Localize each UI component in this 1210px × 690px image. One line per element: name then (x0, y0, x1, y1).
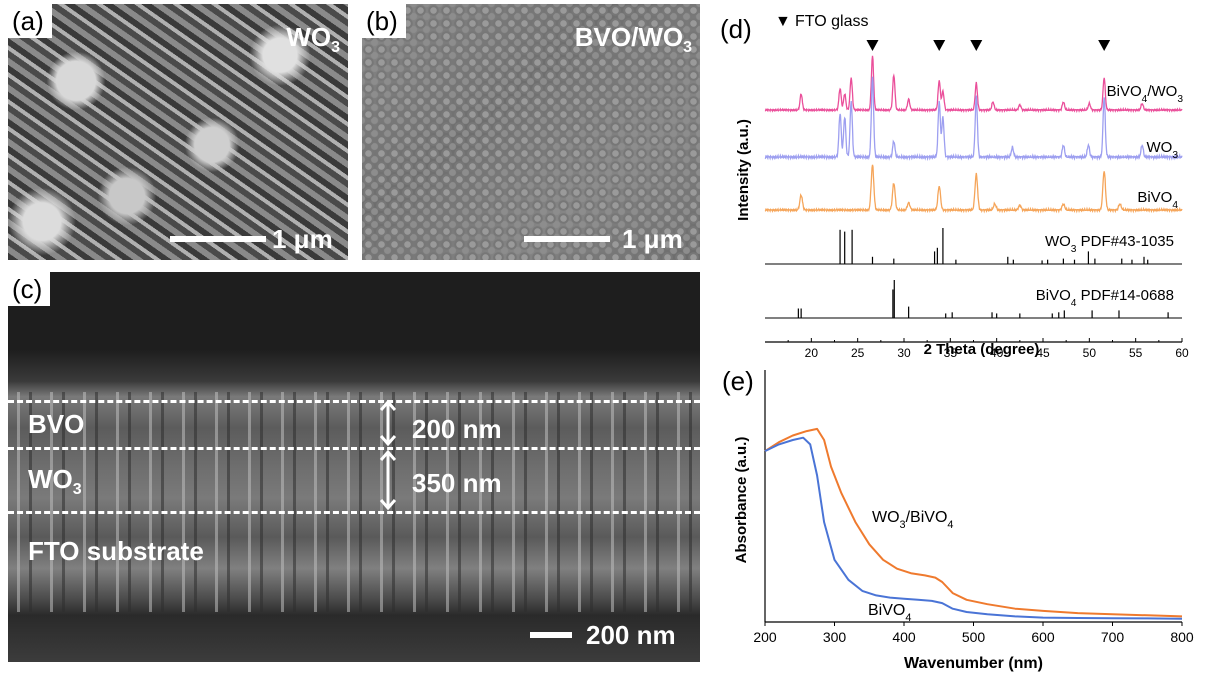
scale-bar (524, 236, 610, 242)
y-axis-label: Absorbance (a.u.) (733, 437, 750, 564)
series-label-wo3-part: WO (1147, 139, 1173, 156)
legend-text: FTO glass (795, 13, 869, 30)
panel-b-label: (b) (362, 4, 406, 38)
uv-vis-chart: 200 300 400 500 600 700 800WO3/BiVO4BiVO4Waven… (733, 370, 1194, 672)
scale-bar-label: 1 μm (622, 224, 683, 254)
legend-marker: ▼ (775, 13, 791, 30)
x-tick-label: 35 (944, 346, 958, 357)
series-label-bivo4-part: 4 (905, 612, 911, 624)
interface-line-top (8, 400, 700, 403)
series-label-wo3-bivo4-part: WO (872, 509, 900, 526)
x-tick-label: 600 (1031, 629, 1055, 645)
material-text: WO (286, 22, 332, 52)
x-tick-label: 60 (1175, 346, 1189, 357)
xrd-series-2 (764, 164, 1183, 214)
layer-wo3-text: WO (28, 464, 73, 494)
series-label-bivo4-wo3-part: BiVO (1107, 83, 1142, 100)
panel-d-label: (d) (720, 14, 752, 44)
material-subscript: 3 (331, 39, 340, 57)
scale-bar (530, 632, 572, 638)
reference-label-1-part: 4 (1071, 298, 1077, 309)
thickness-label-wo3: 350 nm (412, 468, 502, 498)
layer-wo3-subscript: 3 (72, 481, 82, 499)
series-label-wo3-bivo4-part: /BiVO (906, 509, 948, 526)
material-subscript: 3 (683, 39, 692, 57)
series-label-bivo4: BiVO4 (868, 602, 911, 624)
panel-a-sem: (a) WO3 1 μm (8, 4, 348, 260)
fto-peak-marker-3 (1098, 40, 1111, 51)
uv-series-1 (764, 436, 1183, 620)
x-tick-label: 500 (962, 629, 986, 645)
x-tick-label: 800 (1170, 629, 1194, 645)
series-label-bivo4-wo3: BiVO4/WO3 (1107, 83, 1184, 105)
panel-c-cross-section: (c) BVO WO3 FTO substrate 200 nm 350 nm … (8, 272, 700, 662)
series-label-bivo4-wo3-part: 3 (1177, 94, 1183, 105)
material-text: BVO/WO (574, 22, 684, 52)
fto-peak-marker-2 (970, 40, 983, 51)
x-tick-label: 700 (1101, 629, 1125, 645)
series-label-bivo4: BiVO4 (1137, 189, 1178, 211)
interface-line-bottom (8, 511, 700, 514)
reference-label-1-part: PDF#14-0688 (1076, 287, 1174, 304)
x-tick-label: 400 (892, 629, 916, 645)
x-tick-label: 25 (851, 346, 865, 357)
interface-line-middle (8, 447, 700, 450)
series-label-bivo4-wo3-part: 4 (1142, 94, 1148, 105)
series-label-wo3-bivo4-part: 3 (900, 519, 906, 531)
series-label-bivo4-part: BiVO (868, 602, 905, 619)
layer-label-bvo: BVO (28, 409, 85, 439)
reference-label-1: BiVO4 PDF#14-0688 (1036, 287, 1174, 309)
scale-bar-label: 200 nm (586, 620, 676, 650)
x-tick-label: 30 (897, 346, 911, 357)
y-axis-label: Intensity (a.u.) (735, 119, 752, 221)
series-label-bivo4-part: BiVO (1137, 189, 1172, 206)
x-axis-label: Wavenumber (nm) (904, 655, 1043, 672)
x-tick-label: 20 (805, 346, 819, 357)
reference-label-0: WO3 PDF#43-1035 (1045, 233, 1174, 255)
series-label-wo3-bivo4-part: 4 (947, 519, 953, 531)
x-tick-label: 45 (1036, 346, 1050, 357)
series-label-bivo4-wo3-part: /WO (1147, 83, 1177, 100)
fto-peak-marker-1 (933, 40, 946, 51)
x-tick-label: 55 (1129, 346, 1143, 357)
layer-label-wo3: WO3 (28, 464, 82, 499)
fto-peak-marker-0 (866, 40, 879, 51)
series-label-wo3: WO3 (1147, 139, 1179, 161)
x-tick-label: 300 (823, 629, 847, 645)
panel-a-label: (a) (8, 4, 52, 38)
scale-bar (170, 236, 266, 242)
material-label-bvo-wo3: BVO/WO3 (575, 22, 692, 57)
panel-e-label: (e) (722, 366, 754, 396)
x-axis-label: 2 Theta (degree) (924, 341, 1040, 357)
panel-c-label: (c) (8, 272, 51, 306)
scale-bar-label: 1 μm (272, 224, 333, 254)
material-label-wo3: WO3 (286, 22, 340, 57)
xrd-series-0 (764, 55, 1183, 114)
x-tick-label: 200 (753, 629, 777, 645)
xrd-series-1 (764, 76, 1183, 162)
thickness-label-bvo: 200 nm (412, 414, 502, 444)
x-tick-label: 40 (990, 346, 1004, 357)
layer-label-fto: FTO substrate (28, 536, 204, 566)
thickness-arrows (379, 399, 397, 511)
panel-b-sem: (b) BVO/WO3 1 μm (362, 4, 700, 260)
series-label-wo3-part: 3 (1172, 150, 1178, 161)
series-label-bivo4-part: 4 (1172, 200, 1178, 211)
x-tick-label: 50 (1083, 346, 1097, 357)
series-label-wo3-bivo4: WO3/BiVO4 (872, 509, 953, 531)
reference-label-0-part: PDF#43-1035 (1076, 233, 1174, 250)
reference-label-1-part: BiVO (1036, 287, 1071, 304)
uv-series-0 (764, 427, 1183, 618)
reference-label-0-part: 3 (1071, 244, 1077, 255)
reference-label-0-part: WO (1045, 233, 1071, 250)
cross-section-texture (8, 392, 700, 612)
